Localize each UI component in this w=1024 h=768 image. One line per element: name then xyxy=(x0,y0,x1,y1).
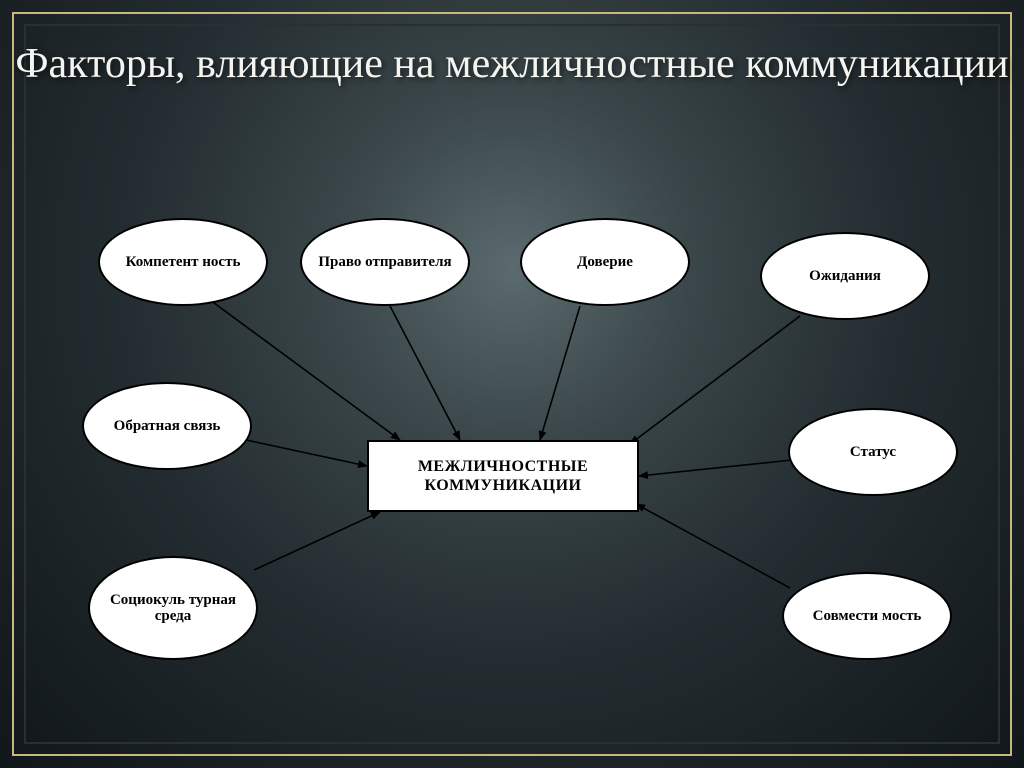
edge-status xyxy=(639,460,792,476)
factor-node-sociokult: Социокуль турная среда xyxy=(88,556,258,660)
edge-sovmest xyxy=(636,504,790,588)
factor-node-sovmest: Совмести мость xyxy=(782,572,952,660)
center-node: МЕЖЛИЧНОСТНЫЕ КОММУНИКАЦИИ xyxy=(367,440,639,512)
slide: Факторы, влияющие на межличностные комму… xyxy=(0,0,1024,768)
factor-node-doverie: Доверие xyxy=(520,218,690,306)
factor-node-pravo: Право отправителя xyxy=(300,218,470,306)
factor-node-obratnaya: Обратная связь xyxy=(82,382,252,470)
edge-obratnaya xyxy=(246,440,367,466)
factor-node-ozhidaniya: Ожидания xyxy=(760,232,930,320)
edge-doverie xyxy=(540,306,580,440)
diagram-canvas: МЕЖЛИЧНОСТНЫЕ КОММУНИКАЦИИ Компетент ност… xyxy=(0,0,1024,768)
edge-pravo xyxy=(390,306,460,440)
factor-node-kompetent: Компетент ность xyxy=(98,218,268,306)
edge-sociokult xyxy=(254,512,380,570)
edge-ozhidaniya xyxy=(630,316,800,444)
factor-node-status: Статус xyxy=(788,408,958,496)
